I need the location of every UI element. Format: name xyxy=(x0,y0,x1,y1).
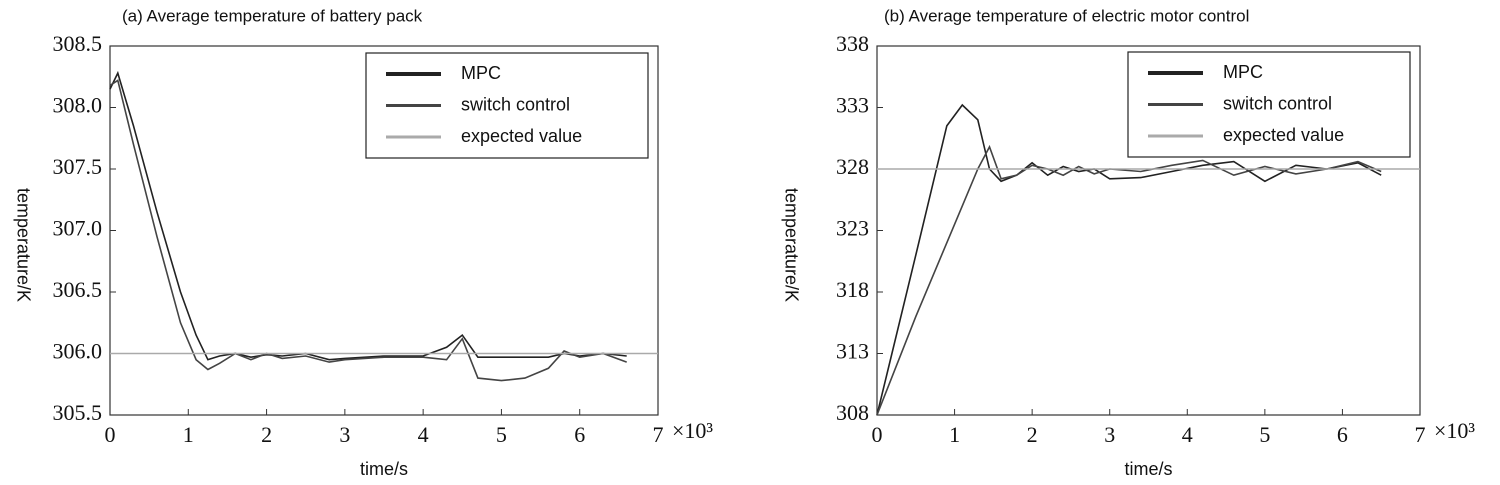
x-axis-label: time/s xyxy=(360,459,408,479)
x-tick-label: 4 xyxy=(418,422,429,447)
x-tick-label: 0 xyxy=(872,422,883,447)
y-tick-label: 308.5 xyxy=(53,31,103,56)
x-tick-label: 0 xyxy=(105,422,116,447)
legend-label: expected value xyxy=(461,126,582,146)
y-axis-label: temperature/K xyxy=(13,188,33,302)
x-tick-label: 5 xyxy=(496,422,507,447)
x-tick-label: 2 xyxy=(261,422,272,447)
legend-label: expected value xyxy=(1223,125,1344,145)
y-tick-label: 306.0 xyxy=(53,339,103,364)
y-tick-label: 308.0 xyxy=(53,93,103,118)
x-multiplier: ×10³ xyxy=(1434,418,1475,443)
x-tick-label: 7 xyxy=(653,422,664,447)
y-tick-label: 328 xyxy=(836,154,869,179)
x-tick-label: 2 xyxy=(1027,422,1038,447)
x-axis-label: time/s xyxy=(1124,459,1172,479)
legend-label: switch control xyxy=(1223,93,1332,113)
x-tick-label: 3 xyxy=(1104,422,1115,447)
x-tick-label: 1 xyxy=(183,422,194,447)
series-line xyxy=(109,79,627,382)
y-tick-label: 307.0 xyxy=(53,216,103,241)
series-line xyxy=(109,70,627,361)
x-tick-label: 1 xyxy=(949,422,960,447)
series-line xyxy=(876,103,1382,416)
legend-label: switch control xyxy=(461,94,570,114)
y-tick-label: 307.5 xyxy=(53,154,103,179)
y-tick-label: 333 xyxy=(836,93,869,118)
x-tick-label: 6 xyxy=(1337,422,1348,447)
x-tick-label: 4 xyxy=(1182,422,1193,447)
x-tick-label: 6 xyxy=(574,422,585,447)
y-axis-label: temperature/K xyxy=(781,188,801,302)
x-tick-label: 3 xyxy=(339,422,350,447)
series-line xyxy=(876,144,1382,416)
y-tick-label: 306.5 xyxy=(53,277,103,302)
x-tick-label: 7 xyxy=(1415,422,1426,447)
y-tick-label: 318 xyxy=(836,277,869,302)
x-multiplier: ×10³ xyxy=(672,418,713,443)
chart-title: (b) Average temperature of electric moto… xyxy=(884,6,1249,25)
y-tick-label: 338 xyxy=(836,31,869,56)
y-tick-label: 308 xyxy=(836,400,869,425)
y-tick-label: 313 xyxy=(836,339,869,364)
y-tick-label: 323 xyxy=(836,216,869,241)
legend-label: MPC xyxy=(1223,62,1263,82)
legend-label: MPC xyxy=(461,63,501,83)
x-tick-label: 5 xyxy=(1259,422,1270,447)
y-tick-label: 305.5 xyxy=(53,400,103,425)
chart-title: (a) Average temperature of battery pack xyxy=(122,6,423,25)
